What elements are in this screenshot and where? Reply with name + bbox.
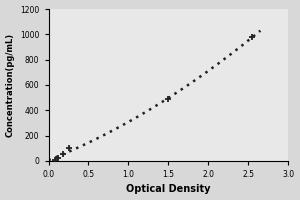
Y-axis label: Concentration(pg/mL): Concentration(pg/mL) — [6, 33, 15, 137]
X-axis label: Optical Density: Optical Density — [126, 184, 211, 194]
